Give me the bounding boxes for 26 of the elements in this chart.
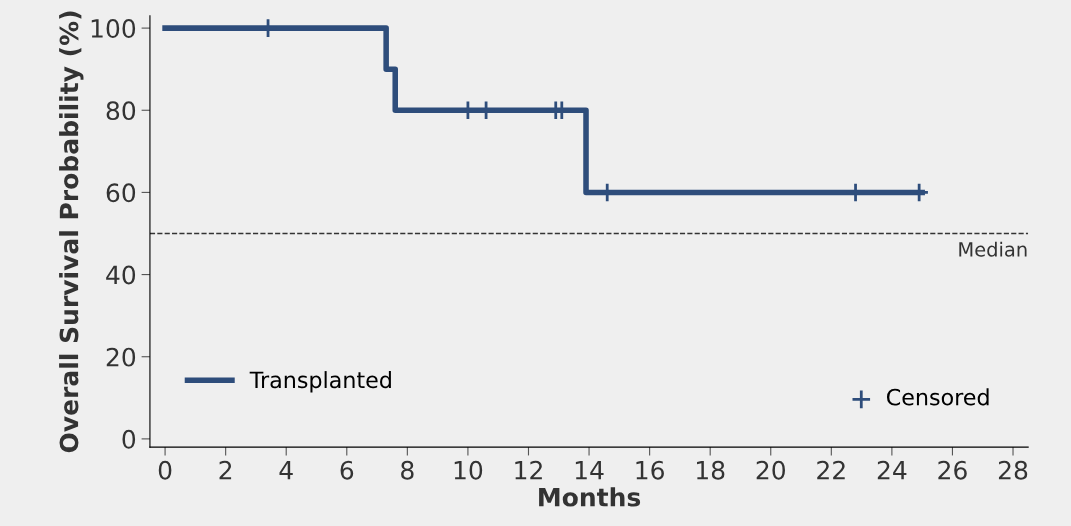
x-tick-label: 22 [817,460,845,480]
ref-line-label: Median [959,241,1027,257]
x-tick-label: 18 [697,460,725,480]
x-tick-label: 20 [756,460,785,480]
x-tick-label: 16 [636,460,664,480]
y-tick-label: 60 [106,183,136,203]
y-tick-label: 100 [91,19,136,38]
x-tick-label: 12 [515,460,542,480]
x-tick-label: 10 [454,460,483,480]
x-tick-label: 26 [938,460,967,480]
x-tick-label: 28 [998,460,1028,480]
x-tick-label: 0 [158,460,172,480]
x-tick-label: 6 [340,460,354,480]
y-tick-label: 0 [122,429,136,449]
x-tick-label: 14 [575,461,604,480]
x-axis-title: Months [539,487,641,507]
y-tick-label: 80 [106,101,136,121]
y-tick-label: 20 [106,347,136,367]
x-tick-label: 8 [401,460,414,480]
y-tick-label: 40 [106,265,136,285]
x-tick-label: 24 [877,460,907,480]
x-tick-label: 2 [219,460,232,480]
legend-label: Censored [886,388,989,406]
x-tick-label: 4 [279,461,293,480]
y-axis-title: Overall Survival Probability (%) [59,11,84,453]
legend-label: Transplanted [249,371,391,393]
